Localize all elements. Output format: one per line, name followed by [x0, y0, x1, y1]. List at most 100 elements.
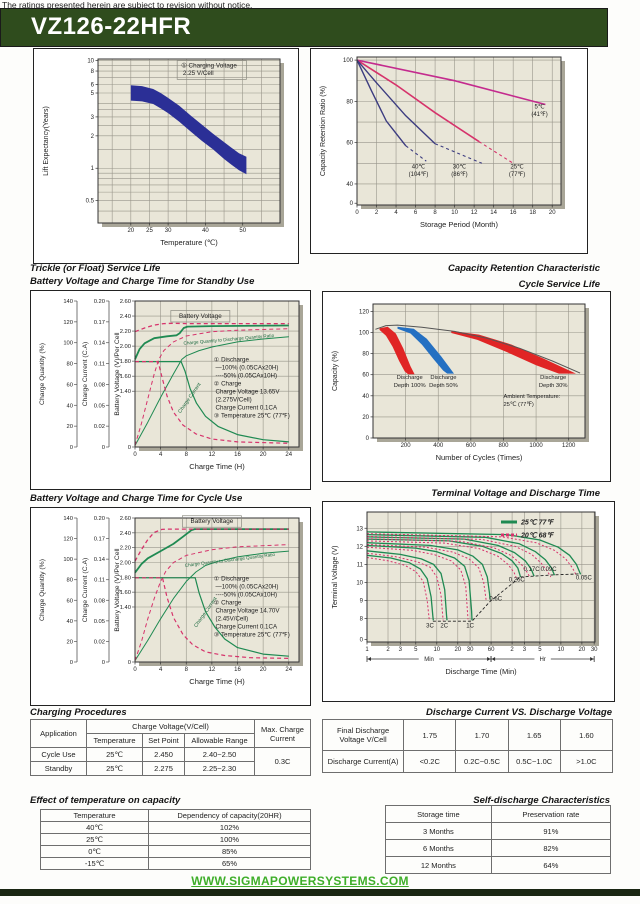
footer-link[interactable]: WWW.SIGMAPOWERSYSTEMS.COM — [191, 874, 409, 888]
header-cell: Application — [30, 719, 87, 748]
table-cell: 0℃ — [40, 845, 149, 858]
svg-text:Charge Quantity (%): Charge Quantity (%) — [39, 559, 46, 621]
svg-text:400: 400 — [433, 443, 444, 449]
svg-text:20: 20 — [67, 639, 73, 645]
self-discharge-title: Self-discharge Characteristics — [473, 795, 610, 806]
svg-text:20: 20 — [260, 452, 267, 458]
svg-text:2.20: 2.20 — [120, 546, 131, 552]
header-cell: Temperature — [40, 809, 149, 822]
table-header-row: Application Charge Voltage(V/Cell) Max. … — [30, 719, 311, 748]
svg-text:80: 80 — [67, 362, 73, 368]
svg-text:25℃ 77℉: 25℃ 77℉ — [520, 519, 554, 527]
svg-text:30: 30 — [591, 647, 598, 653]
standby-charge-panel: 0 4 8 12 16 20 24 0 20 40 60 80 100 120 140 Charge Quan… — [30, 290, 311, 490]
svg-text:Storage Period (Month): Storage Period (Month) — [420, 220, 498, 229]
svg-text:① Discharge —100% (0.05CAx2: ① Discharge —100% (0.05CAx20H) ----50% (… — [214, 357, 290, 420]
svg-text:1.40: 1.40 — [120, 389, 131, 395]
header-cell: Temperature — [86, 733, 143, 748]
table-row: 12 Months 64% — [385, 856, 612, 874]
table-cell: <0.2C — [403, 750, 457, 773]
svg-text:800: 800 — [498, 443, 509, 449]
svg-text:2.00: 2.00 — [120, 344, 131, 350]
svg-text:3C: 3C — [426, 624, 434, 630]
svg-text:10: 10 — [356, 580, 363, 586]
svg-text:0: 0 — [133, 667, 137, 673]
table-cell: 82% — [490, 839, 612, 857]
svg-text:2.40: 2.40 — [120, 531, 131, 537]
svg-text:0.08: 0.08 — [94, 382, 105, 388]
header-cell: Allowable Range — [184, 733, 255, 748]
svg-text:5℃(41℉): 5℃ (41℉) — [531, 105, 547, 119]
svg-text:80: 80 — [67, 578, 73, 584]
svg-text:600: 600 — [466, 443, 477, 449]
svg-text:Battery Voltage: Battery Voltage — [179, 313, 222, 320]
charging-procedures-table: Application Charge Voltage(V/Cell) Max. … — [30, 719, 311, 776]
svg-text:Number of Cycles (Times): Number of Cycles (Times) — [436, 453, 523, 462]
svg-text:Terminal Voltage (V): Terminal Voltage (V) — [332, 545, 339, 608]
svg-text:40: 40 — [346, 182, 353, 188]
svg-text:Min: Min — [424, 657, 434, 663]
temp-capacity-title: Effect of temperature on capacity — [30, 795, 181, 806]
svg-text:0.05: 0.05 — [94, 619, 105, 625]
svg-text:0.02: 0.02 — [94, 639, 105, 645]
cycle-charge-panel: 0 4 8 12 16 20 24 0 20 40 60 80 100 120 140 Charge Quan… — [30, 507, 311, 706]
cycle-charge-chart: 0 4 8 12 16 20 24 0 20 40 60 80 100 120 140 Charge Quan… — [39, 515, 303, 686]
terminal-voltage-title: Terminal Voltage and Discharge Time — [431, 488, 600, 499]
svg-text:2.20: 2.20 — [120, 329, 131, 335]
svg-text:120: 120 — [359, 309, 370, 315]
svg-text:Battery Voltage (V)/Per Cell: Battery Voltage (V)/Per Cell — [114, 548, 121, 632]
table-cell: 0.2C~0.5C — [455, 750, 509, 773]
svg-text:40: 40 — [362, 394, 369, 400]
svg-text:1000: 1000 — [529, 443, 543, 449]
svg-text:Battery Voltage: Battery Voltage — [191, 518, 234, 525]
table-cell: 64% — [490, 856, 612, 874]
svg-text:1.80: 1.80 — [120, 575, 131, 581]
table-row: Final Discharge Voltage V/Cell 1.75 1.70… — [321, 719, 614, 751]
cycle-charge-title: Battery Voltage and Charge Time for Cycl… — [30, 493, 243, 504]
header-cell: Dependency of capacity(20HR) — [148, 809, 311, 822]
table-row: Discharge Current(A) <0.2C 0.2C~0.5C 0.5… — [321, 750, 614, 773]
svg-text:3: 3 — [91, 115, 95, 121]
table-cell: 3 Months — [385, 822, 492, 840]
svg-text:24: 24 — [285, 667, 292, 673]
cycle-service-life-chart: 200 400 600 800 1000 1200 0 20 40 60 80 100 120 Disch… — [332, 303, 589, 462]
svg-text:Temperature (℃): Temperature (℃) — [160, 238, 218, 247]
svg-text:4: 4 — [159, 452, 163, 458]
table-header-row: Storage time Preservation rate — [385, 805, 612, 823]
svg-text:1.60: 1.60 — [120, 590, 131, 596]
cycle-service-life-panel: 200 400 600 800 1000 1200 0 20 40 60 80 100 120 Disch… — [322, 291, 611, 482]
table-cell: 12 Months — [385, 856, 492, 874]
svg-text:0: 0 — [133, 452, 137, 458]
svg-text:0.14: 0.14 — [94, 557, 106, 563]
svg-text:30℃(86℉): 30℃ (86℉) — [451, 164, 467, 178]
svg-text:Capacity (%): Capacity (%) — [332, 351, 339, 391]
svg-text:12: 12 — [471, 210, 478, 216]
svg-text:100: 100 — [343, 58, 354, 64]
header-cell: Set Point — [142, 733, 185, 748]
header-cell: Storage time — [385, 805, 492, 823]
svg-text:12: 12 — [356, 544, 363, 550]
svg-text:30: 30 — [165, 228, 172, 234]
svg-text:20: 20 — [454, 647, 461, 653]
svg-text:① Discharge —100% (0.05CAx2: ① Discharge —100% (0.05CAx20H) ----50% (… — [214, 576, 290, 639]
svg-text:3: 3 — [399, 647, 403, 653]
revision-notice: The ratings presented herein are subject… — [2, 0, 253, 10]
svg-text:0.09C: 0.09C — [541, 567, 558, 573]
svg-text:0.08: 0.08 — [94, 598, 105, 604]
svg-text:20: 20 — [260, 667, 267, 673]
table-cell: 6 Months — [385, 839, 492, 857]
svg-text:1.40: 1.40 — [120, 605, 131, 611]
svg-text:60: 60 — [67, 382, 73, 388]
svg-text:Charge Time (H): Charge Time (H) — [189, 462, 245, 471]
svg-text:1.60: 1.60 — [120, 374, 131, 380]
charging-procedures-title: Charging Procedures — [30, 707, 127, 718]
svg-text:100: 100 — [63, 341, 73, 347]
terminal-voltage-panel: 1 2 3 5 10 20 30 60 2 3 5 10 20 30 13 12 11 10 9 8 0 3C 2C 1C 0.… — [322, 501, 615, 702]
svg-text:0.02: 0.02 — [94, 424, 105, 430]
table-row: Cycle Use 25℃ 2.450 2.40~2.50 0.3C — [30, 747, 311, 776]
table-cell: 0.5C~1.0C — [507, 750, 561, 773]
svg-text:0: 0 — [128, 660, 131, 666]
svg-text:14: 14 — [490, 210, 497, 216]
